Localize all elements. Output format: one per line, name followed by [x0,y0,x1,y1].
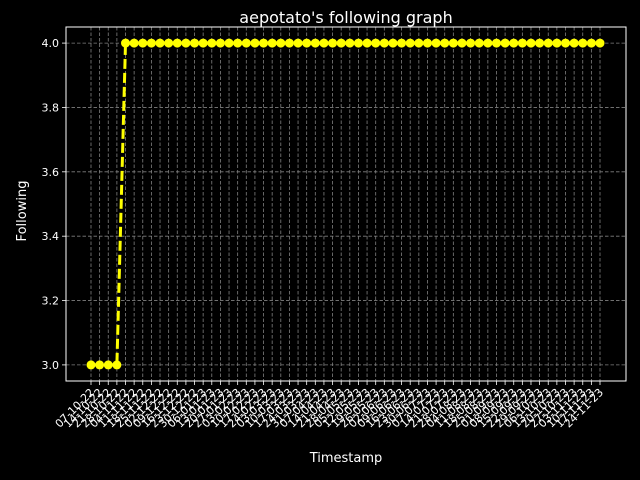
data-point [388,38,398,48]
data-point [336,38,346,48]
data-point [509,38,519,48]
y-tick-label: 3.4 [42,230,60,243]
data-point [466,38,476,48]
data-point [121,38,131,48]
data-point [474,38,484,48]
data-point [483,38,493,48]
data-point [586,38,596,48]
x-axis-ticks: 07-10-2214-10-2221-10-2228-10-2204-11-22… [53,381,606,430]
y-tick-label: 3.6 [42,166,60,179]
data-point [362,38,372,48]
axes [65,26,627,382]
data-point [250,38,260,48]
data-point [552,38,562,48]
data-point [267,38,277,48]
data-point [164,38,174,48]
data-point [112,360,122,370]
data-point [560,38,570,48]
data-point [595,38,605,48]
data-point [328,38,338,48]
data-point [491,38,501,48]
data-point [569,38,579,48]
data-point [379,38,389,48]
y-tick-label: 3.0 [42,359,60,372]
data-point [431,38,441,48]
data-point [302,38,312,48]
plot-frame [65,26,627,382]
series [86,38,605,370]
data-point [526,38,536,48]
data-point [95,360,105,370]
data-point [146,38,156,48]
data-point [345,38,355,48]
data-point [293,38,303,48]
data-point [457,38,467,48]
data-point [190,38,200,48]
data-point [310,38,320,48]
data-point [241,38,251,48]
y-axis-ticks: 3.0 3.2 3.4 3.6 3.8 4.0 [42,37,66,372]
data-point [535,38,545,48]
data-point [207,38,217,48]
data-point [224,38,234,48]
data-point [284,38,294,48]
data-point [86,360,96,370]
data-point [138,38,148,48]
data-point [578,38,588,48]
y-tick-label: 4.0 [42,37,60,50]
data-point [129,38,139,48]
data-point [422,38,432,48]
data-point [353,38,363,48]
data-point [103,360,113,370]
data-point [543,38,553,48]
data-point [414,38,424,48]
data-point [215,38,225,48]
data-point [319,38,329,48]
data-point [405,38,415,48]
data-point [371,38,381,48]
y-axis-label: Following [15,181,30,242]
y-tick-label: 3.2 [42,295,60,308]
data-point [440,38,450,48]
data-point [276,38,286,48]
grid [66,27,626,381]
data-point [259,38,269,48]
data-point [448,38,458,48]
data-point [172,38,182,48]
x-axis-label: Timestamp [309,451,383,466]
data-point [500,38,510,48]
data-point [198,38,208,48]
data-point [181,38,191,48]
data-point [233,38,243,48]
data-point [155,38,165,48]
data-point [517,38,527,48]
chart-title: aepotato's following graph [239,8,452,27]
data-point [397,38,407,48]
y-tick-label: 3.8 [42,101,60,114]
